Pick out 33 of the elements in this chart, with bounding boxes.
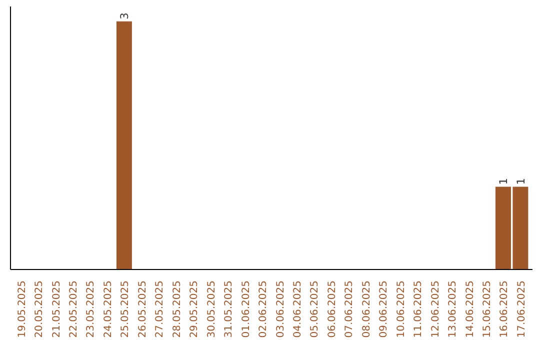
x-tick-label: 22.05.2025 (68, 280, 80, 338)
x-tick-label: 23.05.2025 (86, 280, 97, 338)
x-tick-label: 07.06.2025 (344, 280, 356, 338)
x-tick-label: 19.05.2025 (16, 280, 28, 338)
x-tick-label: 11.06.2025 (413, 280, 424, 338)
data-label: 3 (118, 12, 132, 20)
x-tick-label: 17.06.2025 (516, 280, 528, 338)
data-label: 1 (514, 178, 528, 185)
x-tick-label: 03.06.2025 (275, 280, 286, 338)
x-tick-label: 04.06.2025 (292, 280, 304, 338)
x-tick-label: 28.05.2025 (172, 280, 183, 338)
x-tick-label: 30.05.2025 (206, 280, 218, 338)
x-tick-label: 06.06.2025 (326, 280, 338, 338)
x-tick-label: 14.06.2025 (464, 280, 476, 338)
x-tick-label: 01.06.2025 (240, 280, 252, 338)
x-tick-label: 15.06.2025 (482, 280, 493, 338)
x-tick-label: 02.06.2025 (258, 280, 270, 338)
x-tick-label: 27.05.2025 (154, 280, 166, 338)
x-tick-label: 26.05.2025 (137, 280, 148, 338)
x-tick-label: 09.06.2025 (378, 280, 390, 338)
x-tick-label: 16.06.2025 (499, 280, 510, 338)
x-tick-label: 24.05.2025 (102, 280, 114, 338)
x-tick-label: 12.06.2025 (430, 280, 442, 338)
x-tick-label: 10.06.2025 (396, 280, 407, 338)
x-tick-label: 05.06.2025 (310, 280, 321, 338)
x-tick-label: 20.05.2025 (34, 280, 46, 338)
x-tick-label: 29.05.2025 (189, 280, 200, 338)
x-tick-label: 13.06.2025 (448, 280, 459, 338)
x-tick-label: 25.05.2025 (120, 280, 132, 338)
data-label: 1 (497, 178, 510, 185)
x-tick-label: 31.05.2025 (224, 280, 235, 338)
x-tick-label: 21.05.2025 (51, 280, 62, 338)
x-tick-label: 08.06.2025 (361, 280, 372, 338)
